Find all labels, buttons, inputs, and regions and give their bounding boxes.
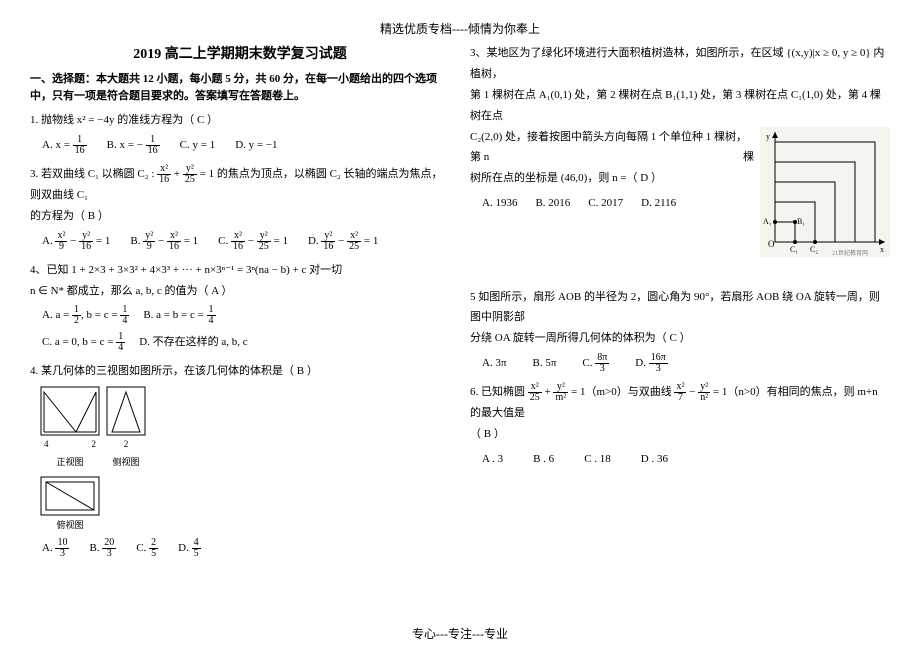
front-view: 4 2 正视图 xyxy=(40,386,100,471)
q3r-opt-d: D. 2116 xyxy=(641,193,676,214)
q6-options: A . 3 B . 6 C . 18 D . 36 xyxy=(482,449,890,470)
question-4a: 4、已知 1 + 2×3 + 3×3² + 4×3³ + ··· + n×3ⁿ⁻… xyxy=(30,260,450,354)
left-column: 2019 高二上学期期末数学复习试题 一、选择题：本大题共 12 小题，每小题 … xyxy=(30,43,450,567)
x-axis-label: x xyxy=(880,245,884,254)
exam-title: 2019 高二上学期期末数学复习试题 xyxy=(30,43,450,63)
q3-stem-b: 的方程为（ B ） xyxy=(30,206,450,227)
q3-opt-a: A. x²9 − y²16 = 1 xyxy=(42,231,110,252)
q3-opt-d: D. y²16 − x²25 = 1 xyxy=(308,231,378,252)
y-axis-label: y xyxy=(766,132,770,141)
dim-4: 4 xyxy=(44,436,49,453)
q4b-opt-c: C. 25 xyxy=(136,538,158,559)
q4a-options-2: C. a = 0, b = c = 14 D. 不存在这样的 a, b, c xyxy=(42,332,450,353)
question-1: 1. 抛物线 x² = −4y 的准线方程为（ C ） A. x = 116 B… xyxy=(30,110,450,156)
q1-options: A. x = 116 B. x = − 116 C. y = 1 D. y = … xyxy=(42,135,450,156)
q5-opt-b: B. 5π xyxy=(533,353,557,374)
origin-label: O xyxy=(768,239,775,249)
q3r-options: A. 1936 B. 2016 C. 2017 D. 2116 xyxy=(482,193,754,214)
spiral-tree-figure: O A₁ B₁ C₁ C₂ x y 21世纪教育网 xyxy=(760,127,890,257)
q1-opt-d: D. y = −1 xyxy=(235,135,277,156)
q4a-opt-d: D. 不存在这样的 a, b, c xyxy=(139,332,247,353)
question-4b: 4. 某几何体的三视图如图所示，在该几何体的体积是（ B ） 4 2 正视图 xyxy=(30,361,450,558)
b1-label: B₁ xyxy=(797,217,805,226)
right-column: 3、某地区为了绿化环境进行大面积植树造林，如图所示，在区域 {(x,y)|x ≥… xyxy=(470,43,890,567)
spiral-svg: O A₁ B₁ C₁ C₂ x y 21世纪教育网 xyxy=(760,127,890,257)
question-5: 5 如图所示，扇形 AOB 的半径为 2，圆心角为 90°，若扇形 AOB 绕 … xyxy=(470,287,890,375)
q6-opt-b: B . 6 xyxy=(533,449,554,470)
q6-opt-a: A . 3 xyxy=(482,449,503,470)
q4a-stem1: 4、已知 1 + 2×3 + 3×3² + 4×3³ + ··· + n×3ⁿ⁻… xyxy=(30,260,450,281)
top-view-svg xyxy=(40,476,100,516)
q4a-opt-c: C. a = 0, b = c = 14 xyxy=(42,332,125,353)
q6-opt-c: C . 18 xyxy=(584,449,611,470)
q4b-stem: 4. 某几何体的三视图如图所示，在该几何体的体积是（ B ） xyxy=(30,361,450,382)
q3r-opt-a: A. 1936 xyxy=(482,193,517,214)
q1-stem: 1. 抛物线 x² = −4y 的准线方程为（ C ） xyxy=(30,110,450,131)
q1-opt-c: C. y = 1 xyxy=(180,135,216,156)
page-footer: 专心---专注---专业 xyxy=(0,625,920,642)
q3-opt-c: C. x²16 − y²25 = 1 xyxy=(218,231,288,252)
dim-2: 2 xyxy=(92,436,97,453)
q3r-stem-b: 第 1 棵树在点 A₁(0,1) 处，第 2 棵树在点 B₁(1,1) 处，第 … xyxy=(470,85,890,127)
q5-opt-d: D. 16π3 xyxy=(635,353,668,374)
q6-stem-b: （ B ） xyxy=(470,424,890,445)
q4b-opt-b: B. 203 xyxy=(89,538,116,559)
q5-stem-b: 分绕 OA 旋转一周所得几何体的体积为（ C ） xyxy=(470,328,890,349)
q4b-options: A. 103 B. 203 C. 25 D. 45 xyxy=(42,538,450,559)
side-view: 2 侧视图 xyxy=(106,386,146,471)
page-header: 精选优质专档----倾情为你奉上 xyxy=(30,20,890,37)
c2-label: C₂ xyxy=(810,245,818,254)
dim-2b: 2 xyxy=(106,436,146,453)
top-view: 俯视图 xyxy=(40,476,100,534)
q4a-opt-b: B. a = b = c = 14 xyxy=(143,305,215,326)
q6-stem-a: 6. 已知椭圆 x²25 + y²m² = 1（m>0）与双曲线 x²7 − y… xyxy=(470,382,890,424)
q3r-stem-a: 3、某地区为了绿化环境进行大面积植树造林，如图所示，在区域 {(x,y)|x ≥… xyxy=(470,43,890,85)
q6-opt-d: D . 36 xyxy=(641,449,668,470)
q3-stem-a: 3. 若双曲线 C₁ 以椭圆 C₂ : x²16 + y²25 = 1 的焦点为… xyxy=(30,164,450,206)
q4a-options: A. a = 12, b = c = 14 B. a = b = c = 14 xyxy=(42,305,450,326)
q5-opt-c: C. 8π3 xyxy=(582,353,609,374)
source-label: 21世纪教育网 xyxy=(832,249,868,257)
q5-opt-a: A. 3π xyxy=(482,353,507,374)
front-view-caption: 正视图 xyxy=(40,454,100,471)
a1-label: A₁ xyxy=(763,217,772,226)
two-column-layout: 2019 高二上学期期末数学复习试题 一、选择题：本大题共 12 小题，每小题 … xyxy=(30,43,890,567)
q3r-opt-c: C. 2017 xyxy=(588,193,623,214)
q3r-c2: C₂(2,0) 处，接着按图中箭头方向每隔 1 个单位种 1 棵树，第 n xyxy=(470,131,747,164)
top-view-caption: 俯视图 xyxy=(40,517,100,534)
q3r-opt-b: B. 2016 xyxy=(535,193,570,214)
q5-stem-a: 5 如图所示，扇形 AOB 的半径为 2，圆心角为 90°，若扇形 AOB 绕 … xyxy=(470,287,890,329)
side-view-caption: 侧视图 xyxy=(106,454,146,471)
question-3: 3. 若双曲线 C₁ 以椭圆 C₂ : x²16 + y²25 = 1 的焦点为… xyxy=(30,164,450,252)
q4b-opt-a: A. 103 xyxy=(42,538,69,559)
q1-opt-a: A. x = 116 xyxy=(42,135,87,156)
c1-label: C₁ xyxy=(790,245,798,254)
q4a-stem2: n ∈ N* 都成立，那么 a, b, c 的值为（ A ） xyxy=(30,281,450,302)
q3-opt-b: B. y²9 − x²16 = 1 xyxy=(130,231,198,252)
q4b-opt-d: D. 45 xyxy=(178,538,200,559)
q1-opt-b: B. x = − 116 xyxy=(107,135,160,156)
q4a-opt-a: A. a = 12, b = c = 14 xyxy=(42,305,129,326)
question-3r: 3、某地区为了绿化环境进行大面积植树造林，如图所示，在区域 {(x,y)|x ≥… xyxy=(470,43,890,257)
section-instructions: 一、选择题：本大题共 12 小题，每小题 5 分，共 60 分，在每一小题给出的… xyxy=(30,71,450,104)
front-view-svg xyxy=(40,386,100,436)
top-view-row: 俯视图 xyxy=(40,476,450,534)
three-view-figures: 4 2 正视图 2 侧视图 xyxy=(40,386,450,471)
question-6: 6. 已知椭圆 x²25 + y²m² = 1（m>0）与双曲线 x²7 − y… xyxy=(470,382,890,470)
q3-options: A. x²9 − y²16 = 1 B. y²9 − x²16 = 1 C. x… xyxy=(42,231,450,252)
q5-options: A. 3π B. 5π C. 8π3 D. 16π3 xyxy=(482,353,890,374)
side-view-svg xyxy=(106,386,146,436)
